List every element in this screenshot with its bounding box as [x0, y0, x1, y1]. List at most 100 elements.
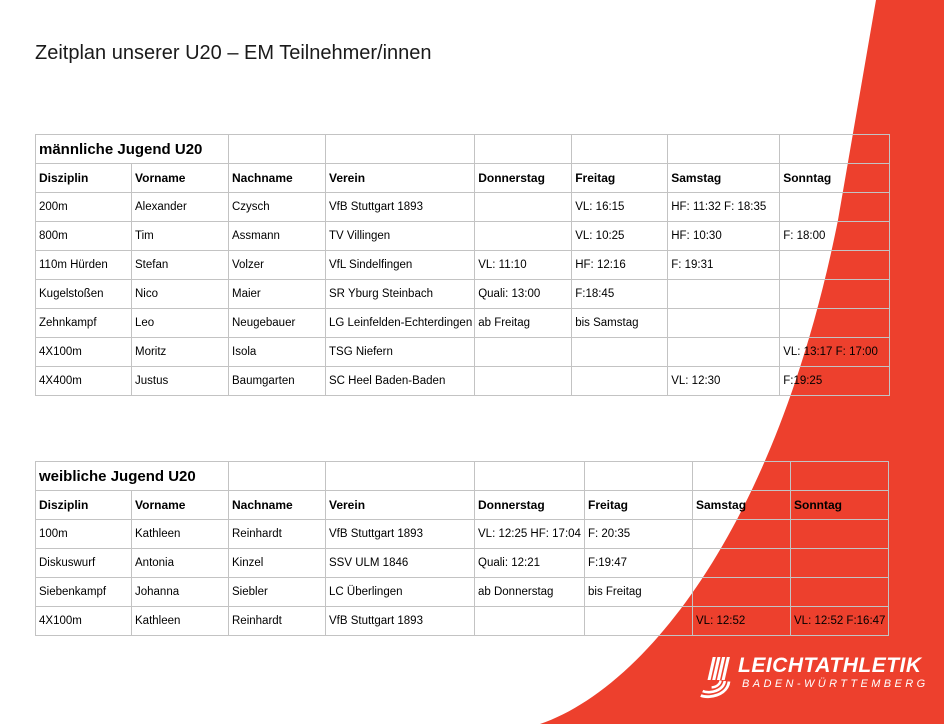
- table-row: 4X400m Justus Baumgarten SC Heel Baden-Bade…: [35, 366, 891, 396]
- table-cell: Leo: [131, 308, 229, 338]
- table-cell: F: 20:35: [584, 519, 693, 549]
- table-cell: F: 18:00: [779, 221, 891, 251]
- table-title: weibliche Jugend U20: [35, 461, 229, 491]
- table-cell: F:19:47: [584, 548, 693, 578]
- table-cell: Kugelstoßen: [35, 279, 132, 309]
- column-header: Donnerstag: [474, 163, 573, 193]
- table-cell: Maier: [228, 279, 326, 309]
- table-cell: F: 19:31: [667, 250, 781, 280]
- table-cell: VfB Stuttgart 1893: [324, 192, 476, 222]
- table-cell: HF: 11:32 F: 18:35: [667, 192, 781, 222]
- table-cell: SC Heel Baden-Baden: [324, 366, 476, 396]
- table-cell: Alexander: [131, 192, 229, 222]
- table-row: 4X100m Moritz Isola TSG Niefern VL: 13:17 F:…: [35, 337, 891, 367]
- table-cell: Kathleen: [131, 519, 229, 549]
- table-cell: VL: 11:10: [474, 250, 573, 280]
- column-header: Disziplin: [35, 163, 132, 193]
- table-cell: Assmann: [228, 221, 326, 251]
- table-cell: Baumgarten: [228, 366, 326, 396]
- table-cell: HF: 12:16: [571, 250, 669, 280]
- table-cell: Stefan: [131, 250, 229, 280]
- table-row: Siebenkampf Johanna Siebler LC Überlingen ab…: [35, 577, 889, 607]
- table-cell: SSV ULM 1846: [325, 548, 475, 578]
- table-cell: [790, 577, 889, 607]
- column-header: Nachname: [228, 163, 326, 193]
- table-weibliche-jugend-u20: weibliche Jugend U20 Disziplin Vorname Nach…: [35, 461, 889, 636]
- table-cell: Tim: [131, 221, 229, 251]
- empty-cell: [790, 461, 889, 491]
- column-header: Freitag: [584, 490, 693, 520]
- table-cell: [571, 337, 669, 367]
- table-cell: 100m: [35, 519, 132, 549]
- empty-cell: [325, 461, 475, 491]
- empty-cell: [324, 134, 476, 164]
- table-cell: Quali: 13:00: [474, 279, 573, 309]
- table-cell: [474, 366, 573, 396]
- table-cell: Nico: [131, 279, 229, 309]
- table-cell: bis Freitag: [584, 577, 693, 607]
- table-cell: Kinzel: [228, 548, 326, 578]
- page-title: Zeitplan unserer U20 – EM Teilnehmer/inn…: [35, 42, 432, 64]
- table-cell: VL: 10:25: [571, 221, 669, 251]
- table-cell: [571, 366, 669, 396]
- table-cell: [692, 577, 791, 607]
- table-cell: 4X100m: [35, 337, 132, 367]
- column-header: Sonntag: [779, 163, 891, 193]
- table-row: Diskuswurf Antonia Kinzel SSV ULM 1846 Quali…: [35, 548, 889, 578]
- track-lanes-icon: [700, 657, 731, 699]
- table-title-row: männliche Jugend U20: [35, 134, 891, 164]
- table-header-row: Disziplin Vorname Nachname Verein Donnerstag…: [35, 490, 889, 520]
- table-cell: [474, 337, 573, 367]
- table-cell: TSG Niefern: [324, 337, 476, 367]
- table-cell: Volzer: [228, 250, 326, 280]
- table-cell: HF: 10:30: [667, 221, 781, 251]
- table-cell: [692, 519, 791, 549]
- empty-cell: [584, 461, 693, 491]
- table-cell: [779, 192, 891, 222]
- table-row: Zehnkampf Leo Neugebauer LG Leinfelden-Echt…: [35, 308, 891, 338]
- table-row: 110m Hürden Stefan Volzer VfL Sindelfingen V…: [35, 250, 891, 280]
- table-title: männliche Jugend U20: [35, 134, 229, 164]
- table-cell: VL: 16:15: [571, 192, 669, 222]
- table-title-row: weibliche Jugend U20: [35, 461, 889, 491]
- table-cell: [779, 308, 891, 338]
- table-cell: Justus: [131, 366, 229, 396]
- table-cell: [474, 192, 573, 222]
- column-header: Freitag: [571, 163, 669, 193]
- table-cell: VfB Stuttgart 1893: [325, 606, 475, 636]
- table-cell: ab Freitag: [474, 308, 573, 338]
- table-cell: VL: 12:52: [692, 606, 791, 636]
- table-cell: 800m: [35, 221, 132, 251]
- table-cell: VfL Sindelfingen: [324, 250, 476, 280]
- table-cell: LG Leinfelden-Echterdingen: [324, 308, 476, 338]
- empty-cell: [474, 461, 585, 491]
- empty-cell: [228, 134, 326, 164]
- logo-subtitle: BADEN-WÜRTTEMBERG: [742, 678, 929, 690]
- empty-cell: [571, 134, 669, 164]
- table-cell: [779, 250, 891, 280]
- table-cell: [790, 519, 889, 549]
- empty-cell: [692, 461, 791, 491]
- column-header: Donnerstag: [474, 490, 585, 520]
- table-cell: Reinhardt: [228, 519, 326, 549]
- table-cell: VL: 12:52 F:16:47: [790, 606, 889, 636]
- table-cell: bis Samstag: [571, 308, 669, 338]
- table-cell: VL: 12:25 HF: 17:04: [474, 519, 585, 549]
- table-cell: 4X400m: [35, 366, 132, 396]
- table-cell: LC Überlingen: [325, 577, 475, 607]
- empty-cell: [228, 461, 326, 491]
- logo-leichtathletik-bw: LEICHTATHLETIK BADEN-WÜRTTEMBERG: [700, 654, 929, 699]
- table-cell: [474, 221, 573, 251]
- table-cell: Siebenkampf: [35, 577, 132, 607]
- table-cell: Czysch: [228, 192, 326, 222]
- table-row: 4X100m Kathleen Reinhardt VfB Stuttgart 189…: [35, 606, 889, 636]
- table-cell: VL: 13:17 F: 17:00: [779, 337, 891, 367]
- column-header: Verein: [325, 490, 475, 520]
- table-cell: 4X100m: [35, 606, 132, 636]
- table-cell: Isola: [228, 337, 326, 367]
- table-cell: [474, 606, 585, 636]
- table-cell: 200m: [35, 192, 132, 222]
- column-header: Vorname: [131, 490, 229, 520]
- table-cell: [667, 279, 781, 309]
